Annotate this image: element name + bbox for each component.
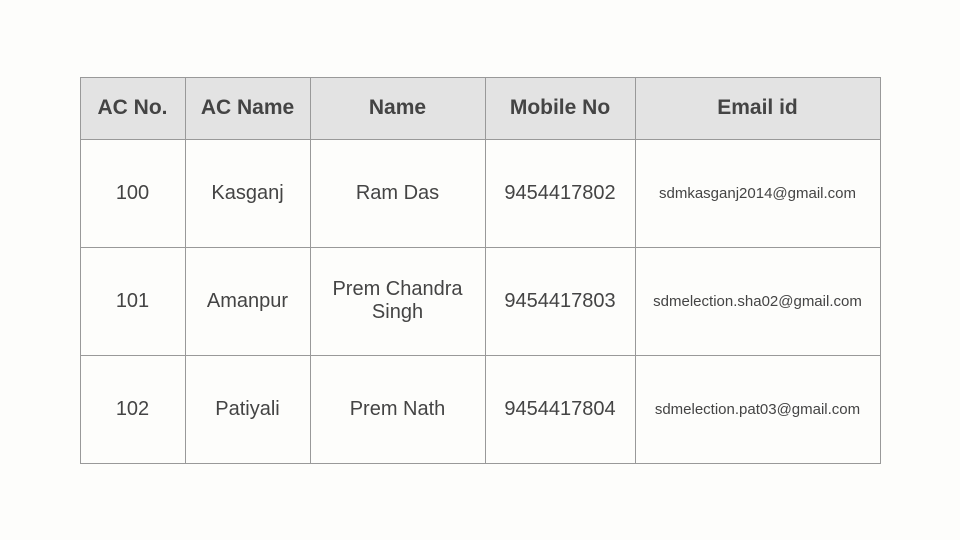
cell-ac-no: 101 <box>80 247 185 355</box>
cell-ac-no: 102 <box>80 355 185 463</box>
cell-email: sdmelection.pat03@gmail.com <box>635 355 880 463</box>
col-header-ac-name: AC Name <box>185 77 310 139</box>
cell-email: sdmkasganj2014@gmail.com <box>635 139 880 247</box>
cell-email: sdmelection.sha02@gmail.com <box>635 247 880 355</box>
cell-name: Ram Das <box>310 139 485 247</box>
cell-ac-no: 100 <box>80 139 185 247</box>
table-row: 102 Patiyali Prem Nath 9454417804 sdmele… <box>80 355 880 463</box>
col-header-email: Email id <box>635 77 880 139</box>
cell-mobile: 9454417803 <box>485 247 635 355</box>
contacts-table: AC No. AC Name Name Mobile No Email id 1… <box>80 77 881 464</box>
cell-ac-name: Patiyali <box>185 355 310 463</box>
cell-ac-name: Kasganj <box>185 139 310 247</box>
cell-ac-name: Amanpur <box>185 247 310 355</box>
table-row: 101 Amanpur Prem Chandra Singh 945441780… <box>80 247 880 355</box>
cell-mobile: 9454417804 <box>485 355 635 463</box>
col-header-name: Name <box>310 77 485 139</box>
cell-name: Prem Nath <box>310 355 485 463</box>
table-header-row: AC No. AC Name Name Mobile No Email id <box>80 77 880 139</box>
cell-name: Prem Chandra Singh <box>310 247 485 355</box>
table-row: 100 Kasganj Ram Das 9454417802 sdmkasgan… <box>80 139 880 247</box>
col-header-mobile: Mobile No <box>485 77 635 139</box>
cell-mobile: 9454417802 <box>485 139 635 247</box>
col-header-ac-no: AC No. <box>80 77 185 139</box>
